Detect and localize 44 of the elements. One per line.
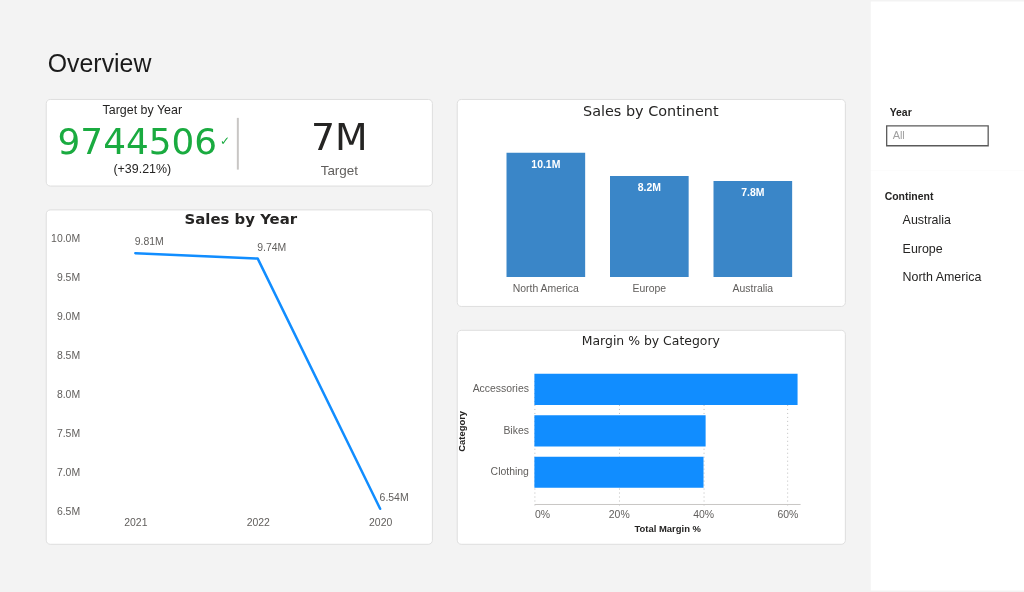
x-tick-label: 0% — [534, 509, 550, 521]
x-tick-label: Australia — [732, 282, 774, 294]
y-tick-label: Clothing — [490, 466, 530, 478]
category-label: Australia — [902, 213, 952, 228]
data-label: 9.74M — [257, 241, 287, 253]
x-tick-label: 2021 — [124, 517, 148, 529]
category-label: Europe — [902, 241, 943, 256]
text: Target by Year — [102, 102, 183, 117]
text: 7M — [311, 114, 368, 159]
data-label: 7.8M — [741, 186, 765, 198]
y-tick-label: 6.5M — [56, 506, 81, 518]
chart-title: Sales by Continent — [583, 102, 719, 119]
y-tick-label: 8.5M — [56, 350, 81, 362]
x-tick-label: 2022 — [246, 517, 271, 529]
data-label: 8.2M — [637, 182, 661, 194]
data-label: 6.54M — [379, 491, 409, 503]
y-tick-label: 7.0M — [56, 467, 81, 479]
text: Continent — [884, 191, 934, 203]
text: Target — [320, 162, 359, 178]
x-tick-label: 60% — [777, 509, 799, 521]
text: ✓ — [219, 133, 230, 148]
chart-title: Sales by Year — [184, 210, 298, 229]
data-label: 10.1M — [531, 158, 561, 170]
y-tick-label: Bikes — [503, 424, 529, 436]
chart-title: Margin % by Category — [581, 332, 720, 348]
text: (+39.21%) — [113, 161, 172, 176]
y-tick-label: Accessories — [472, 383, 529, 395]
text: 9744506 — [57, 120, 218, 162]
y-tick-label: 9.0M — [56, 310, 81, 322]
x-axis-title: Total Margin % — [634, 522, 702, 534]
x-tick-label: 40% — [693, 509, 715, 521]
text: Overview — [47, 49, 153, 78]
y-tick-label: 10.0M — [51, 232, 81, 244]
x-tick-label: 20% — [608, 509, 630, 521]
y-tick-label: 9.5M — [56, 271, 81, 283]
text: All — [892, 128, 905, 141]
y-tick-label: 8.0M — [56, 389, 81, 401]
data-label: 9.81M — [134, 236, 164, 248]
x-tick-label: Europe — [632, 282, 667, 294]
x-tick-label: North America — [512, 282, 580, 294]
text: Year — [889, 106, 912, 118]
y-axis-title: Category — [455, 410, 467, 452]
x-tick-label: 2020 — [369, 517, 393, 529]
y-tick-label: 7.5M — [56, 428, 81, 440]
